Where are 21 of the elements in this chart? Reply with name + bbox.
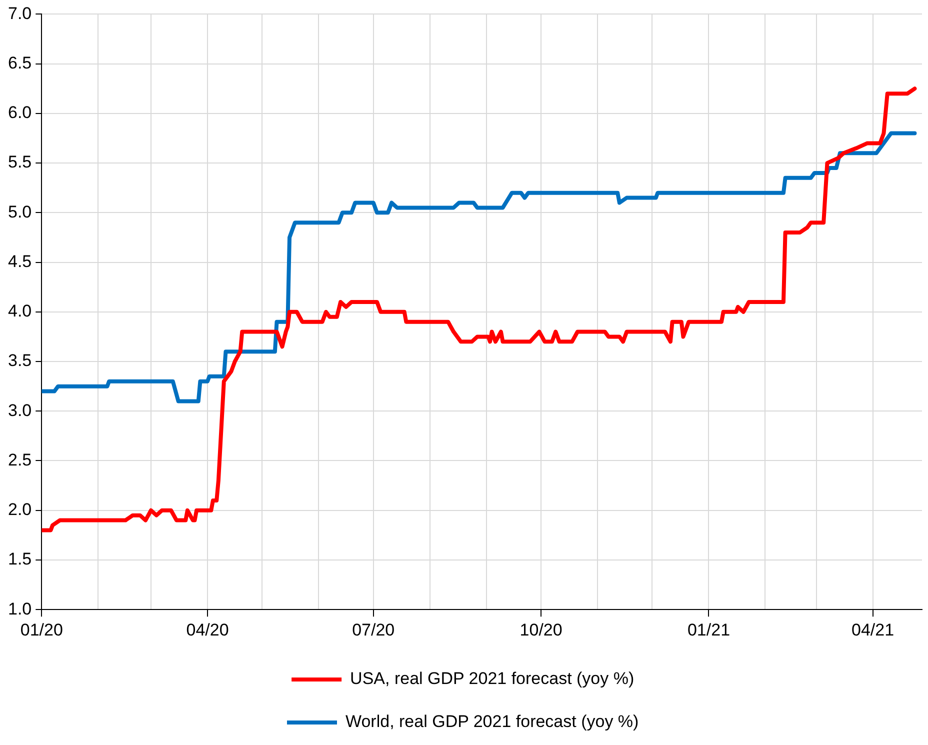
y-tick-label: 6.5	[8, 54, 32, 73]
x-tick-label: 01/20	[20, 620, 63, 640]
x-tick-label: 01/21	[687, 620, 730, 640]
y-tick-label: 2.0	[8, 500, 32, 520]
legend-label: USA, real GDP 2021 forecast (yoy %)	[350, 669, 634, 688]
y-tick-label: 5.5	[8, 152, 32, 172]
y-tick-label: 4.5	[8, 252, 32, 271]
y-tick-label: 7.0	[8, 4, 32, 23]
y-tick-label: 6.0	[8, 103, 32, 122]
y-tick-label: 1.0	[8, 599, 32, 618]
x-tick-label: 07/20	[352, 620, 395, 640]
y-tick-label: 3.0	[8, 400, 32, 420]
legend-label: World, real GDP 2021 forecast (yoy %)	[345, 712, 639, 732]
x-tick-label: 04/20	[186, 620, 229, 640]
y-tick-label: 2.5	[8, 450, 32, 470]
y-tick-label: 4.0	[8, 302, 32, 321]
x-tick-label: 10/20	[520, 620, 562, 640]
y-tick-label: 3.5	[8, 351, 32, 370]
y-tick-label: 5.0	[8, 202, 32, 222]
x-tick-label: 04/21	[852, 620, 894, 640]
y-tick-label: 1.5	[8, 550, 32, 569]
